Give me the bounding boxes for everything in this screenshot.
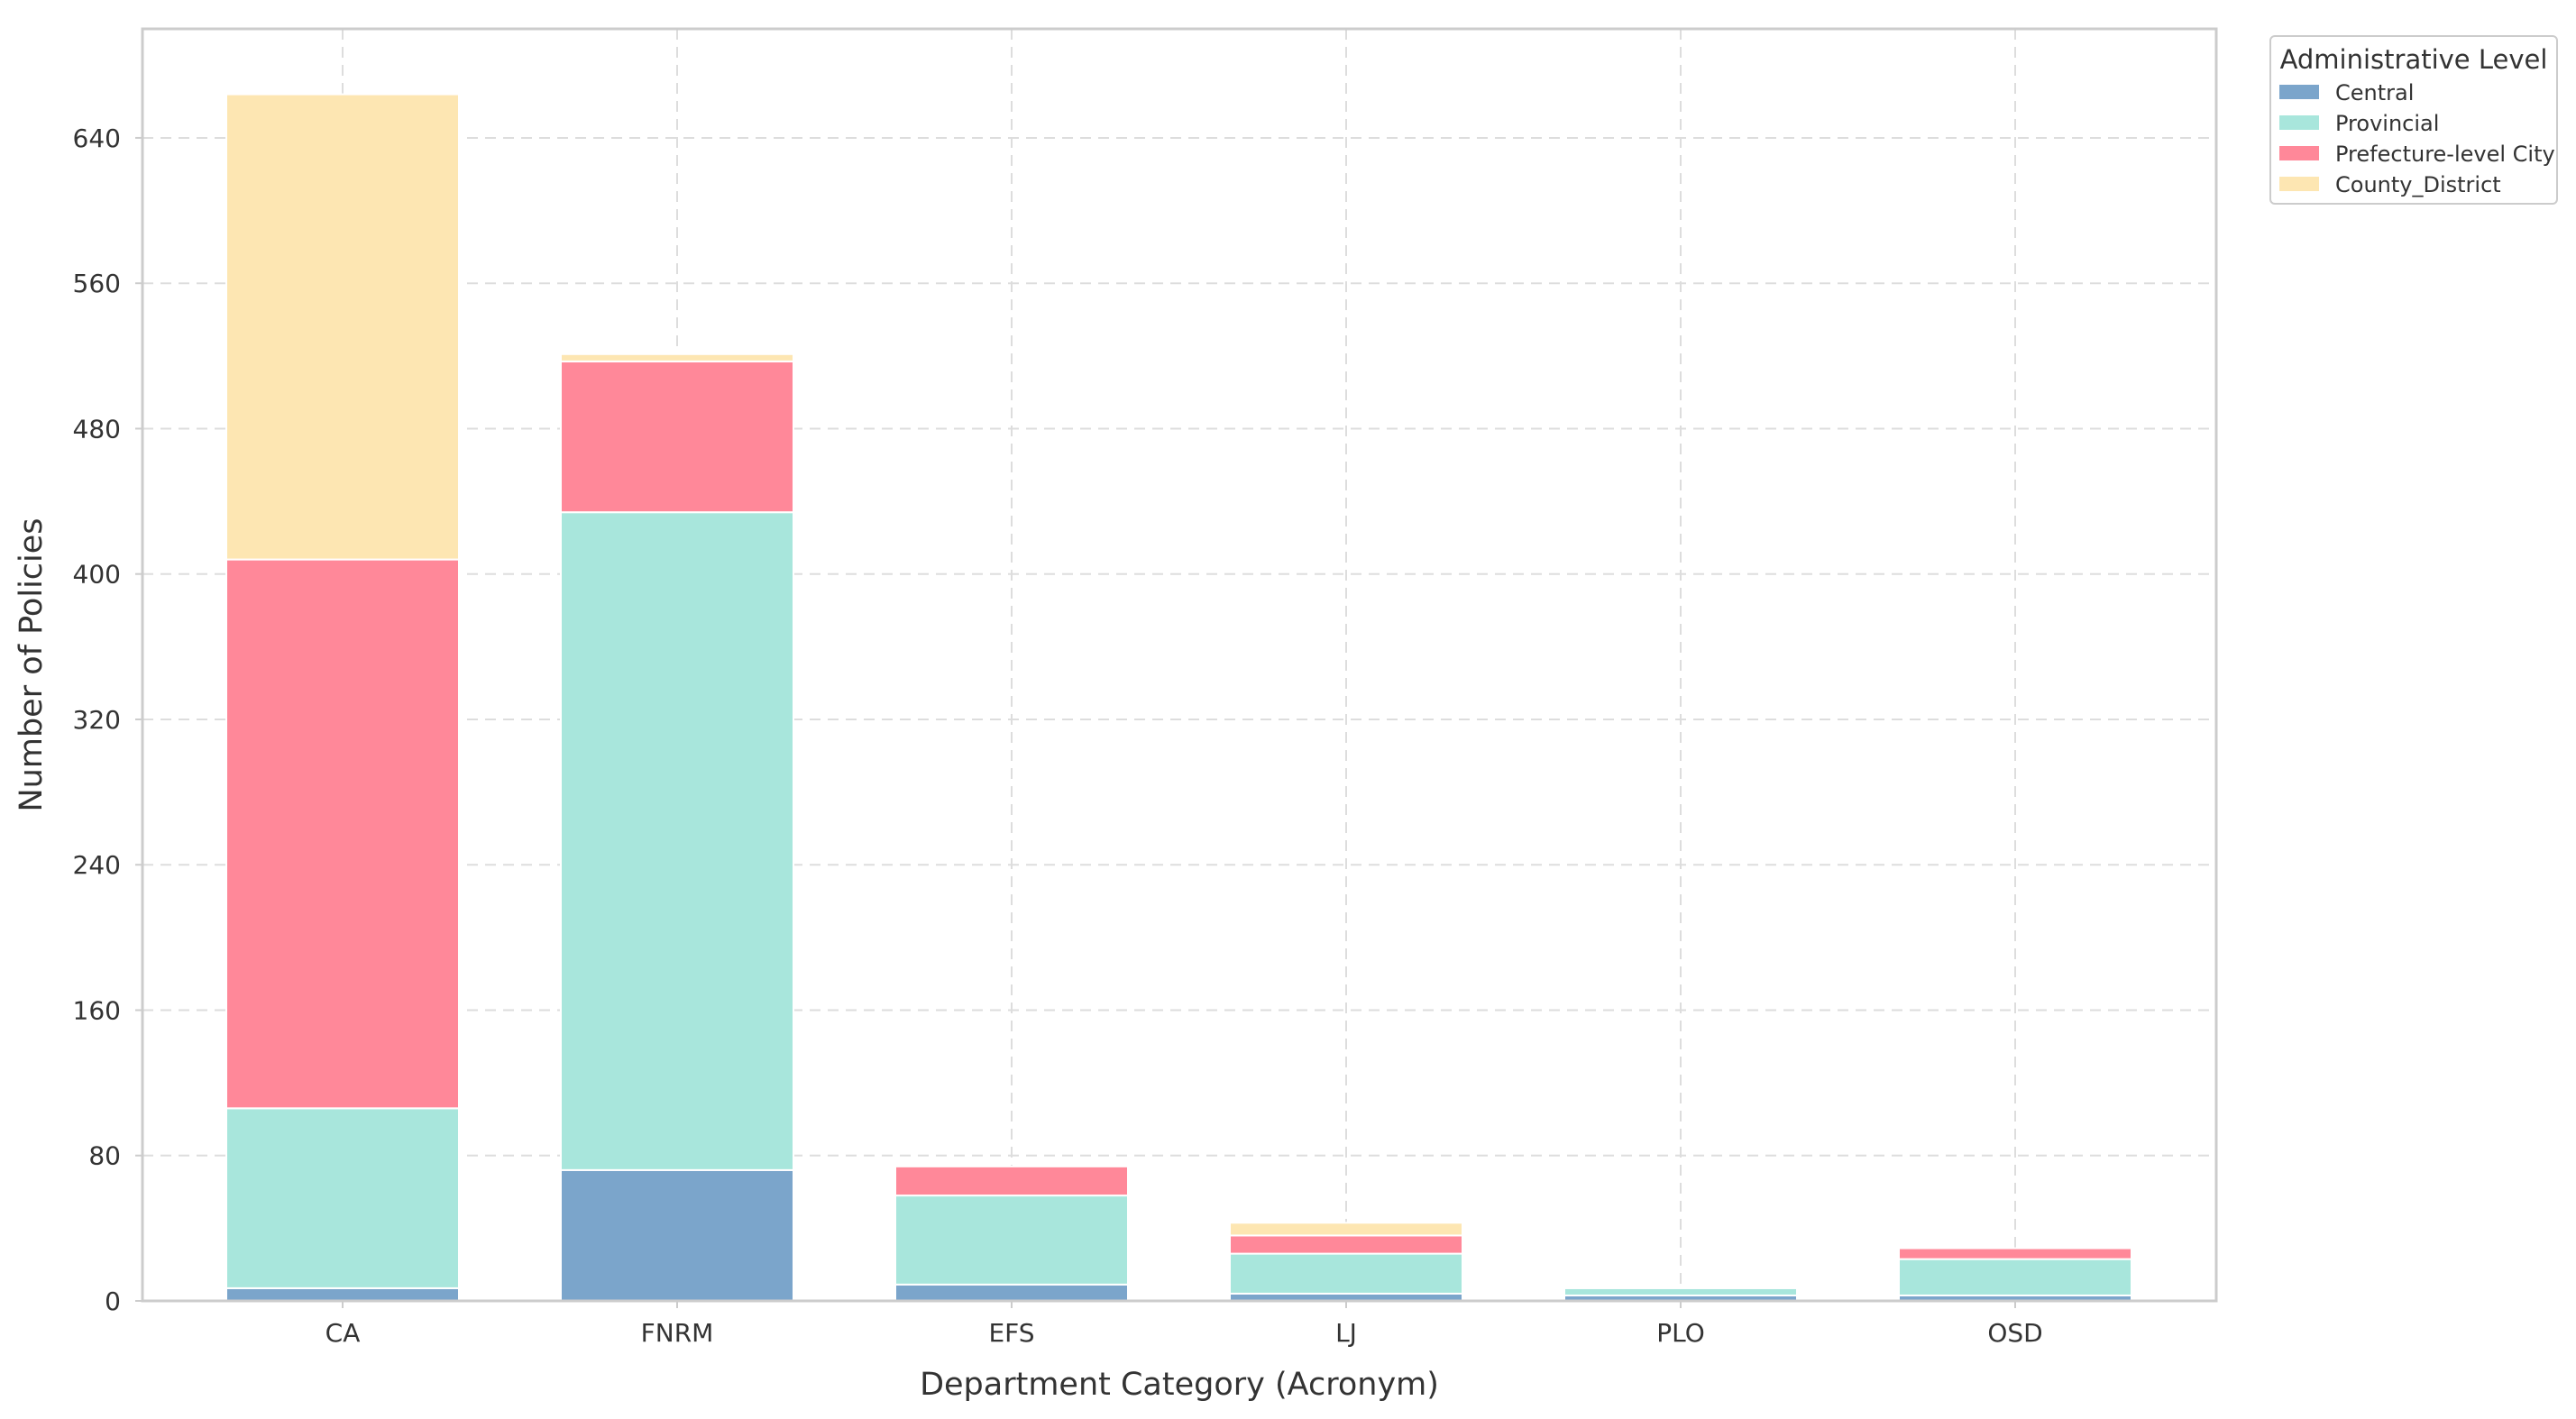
legend-label-prefecture-level-city: Prefecture-level City bbox=[2335, 142, 2555, 167]
y-tick-label: 320 bbox=[73, 705, 121, 735]
bar-fnrm-provincial bbox=[560, 511, 794, 1171]
legend-swatch-prefecture-level-city bbox=[2279, 146, 2319, 160]
bar-efs-prefecture-level-city bbox=[894, 1165, 1129, 1197]
legend-label-central: Central bbox=[2335, 80, 2414, 105]
x-axis-title: Department Category (Acronym) bbox=[920, 1367, 1439, 1403]
bar-plo-provincial bbox=[1563, 1286, 1798, 1296]
bar-plo-county-district bbox=[1563, 1285, 1798, 1289]
y-tick-label: 400 bbox=[73, 560, 121, 590]
y-tick-label: 480 bbox=[73, 414, 121, 444]
legend-swatch-central bbox=[2279, 85, 2319, 99]
x-tick-label-plo: PLO bbox=[1656, 1318, 1705, 1348]
bar-osd-provincial bbox=[1898, 1258, 2132, 1296]
x-tick-label-lj: LJ bbox=[1335, 1318, 1357, 1348]
bars bbox=[225, 93, 2132, 1303]
legend-box bbox=[2269, 35, 2558, 205]
legend-label-provincial: Provincial bbox=[2335, 111, 2439, 136]
y-axis-ticks: 0 80 160 240 320 400 480 560 640 bbox=[73, 124, 142, 1316]
legend-swatch-provincial bbox=[2279, 115, 2319, 130]
x-axis-ticks: CA FNRM EFS LJ PLO OSD bbox=[325, 1301, 2043, 1348]
legend-title: Administrative Level bbox=[2280, 44, 2548, 75]
bar-lj-prefecture-level-city bbox=[1229, 1234, 1463, 1255]
bar-fnrm-county-district bbox=[560, 352, 794, 362]
legend: Administrative Level Central Provincial Pr… bbox=[2269, 35, 2558, 205]
bar-efs-provincial bbox=[894, 1195, 1129, 1286]
x-tick-label-osd: OSD bbox=[1987, 1318, 2042, 1348]
y-tick-label: 0 bbox=[105, 1286, 121, 1316]
bar-ca-prefecture-level-city bbox=[225, 558, 460, 1110]
legend-items: Central Provincial Prefecture-level City Co… bbox=[2279, 80, 2555, 197]
x-tick-label-fnrm: FNRM bbox=[641, 1318, 714, 1348]
bar-efs-central bbox=[894, 1283, 1129, 1302]
x-tick-label-ca: CA bbox=[325, 1318, 361, 1348]
bar-fnrm-prefecture-level-city bbox=[560, 360, 794, 514]
bar-ca-county-district bbox=[225, 93, 460, 561]
bar-osd-prefecture-level-city bbox=[1898, 1247, 2132, 1260]
y-axis-title: Number of Policies bbox=[14, 517, 50, 811]
y-tick-label: 560 bbox=[73, 269, 121, 298]
legend-swatch-county-district bbox=[2279, 177, 2319, 191]
bar-fnrm-central bbox=[560, 1168, 794, 1302]
bar-lj-county-district bbox=[1229, 1222, 1463, 1237]
y-tick-label: 640 bbox=[73, 124, 121, 153]
y-tick-label: 240 bbox=[73, 850, 121, 880]
bar-lj-provincial bbox=[1229, 1252, 1463, 1295]
y-tick-label: 160 bbox=[73, 995, 121, 1025]
x-tick-label-efs: EFS bbox=[988, 1318, 1034, 1348]
plot-frame bbox=[141, 27, 2218, 1303]
bar-ca-central bbox=[225, 1286, 460, 1303]
y-tick-label: 80 bbox=[88, 1141, 121, 1171]
bar-ca-provincial bbox=[225, 1107, 460, 1289]
legend-label-county-district: County_District bbox=[2335, 172, 2501, 197]
